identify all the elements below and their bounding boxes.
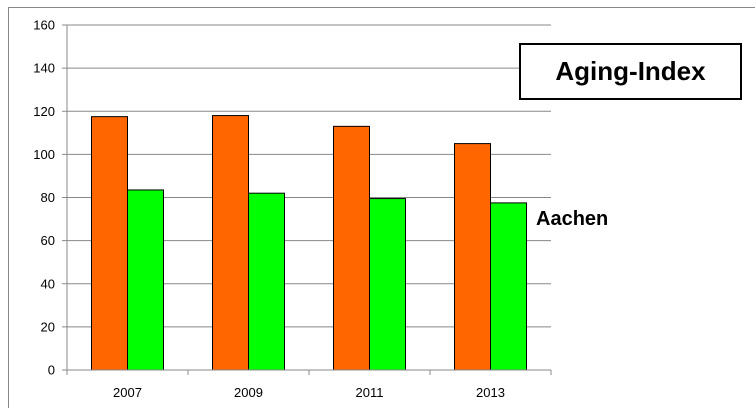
axes	[62, 24, 552, 375]
bar-2007-series-2	[127, 189, 164, 371]
x-tick-labels: 2007 2009 2011 2013	[113, 385, 505, 400]
y-tick-label: 160	[33, 18, 55, 33]
y-tick-label: 40	[41, 276, 55, 291]
bars	[91, 115, 527, 371]
chart-annotation: Aachen	[536, 208, 609, 230]
chart-title: Aging-Index	[519, 43, 742, 100]
bar-2007-series-1	[91, 116, 128, 371]
y-tick-label: 20	[41, 319, 55, 334]
y-tick-label: 80	[41, 190, 55, 205]
bar-2009-series-1	[212, 115, 249, 371]
chart-frame	[8, 7, 755, 408]
bar-2011-series-2	[369, 198, 406, 371]
x-tick-label: 2009	[234, 385, 263, 400]
bar-2013-series-2	[490, 202, 527, 371]
y-tick-label: 0	[48, 363, 55, 378]
x-tick-label: 2013	[476, 385, 505, 400]
y-tick-label: 140	[33, 61, 55, 76]
bar-2013-series-1	[454, 143, 491, 371]
y-tick-labels: 0 20 40 60 80 100 120 140 160	[33, 18, 55, 378]
y-tick-label: 120	[33, 104, 55, 119]
y-tick-label: 100	[33, 147, 55, 162]
y-tick-label: 60	[41, 233, 55, 248]
bar-2011-series-1	[333, 125, 370, 371]
x-tick-label: 2007	[113, 385, 142, 400]
bar-2009-series-2	[248, 192, 285, 371]
x-tick-label: 2011	[356, 385, 384, 400]
